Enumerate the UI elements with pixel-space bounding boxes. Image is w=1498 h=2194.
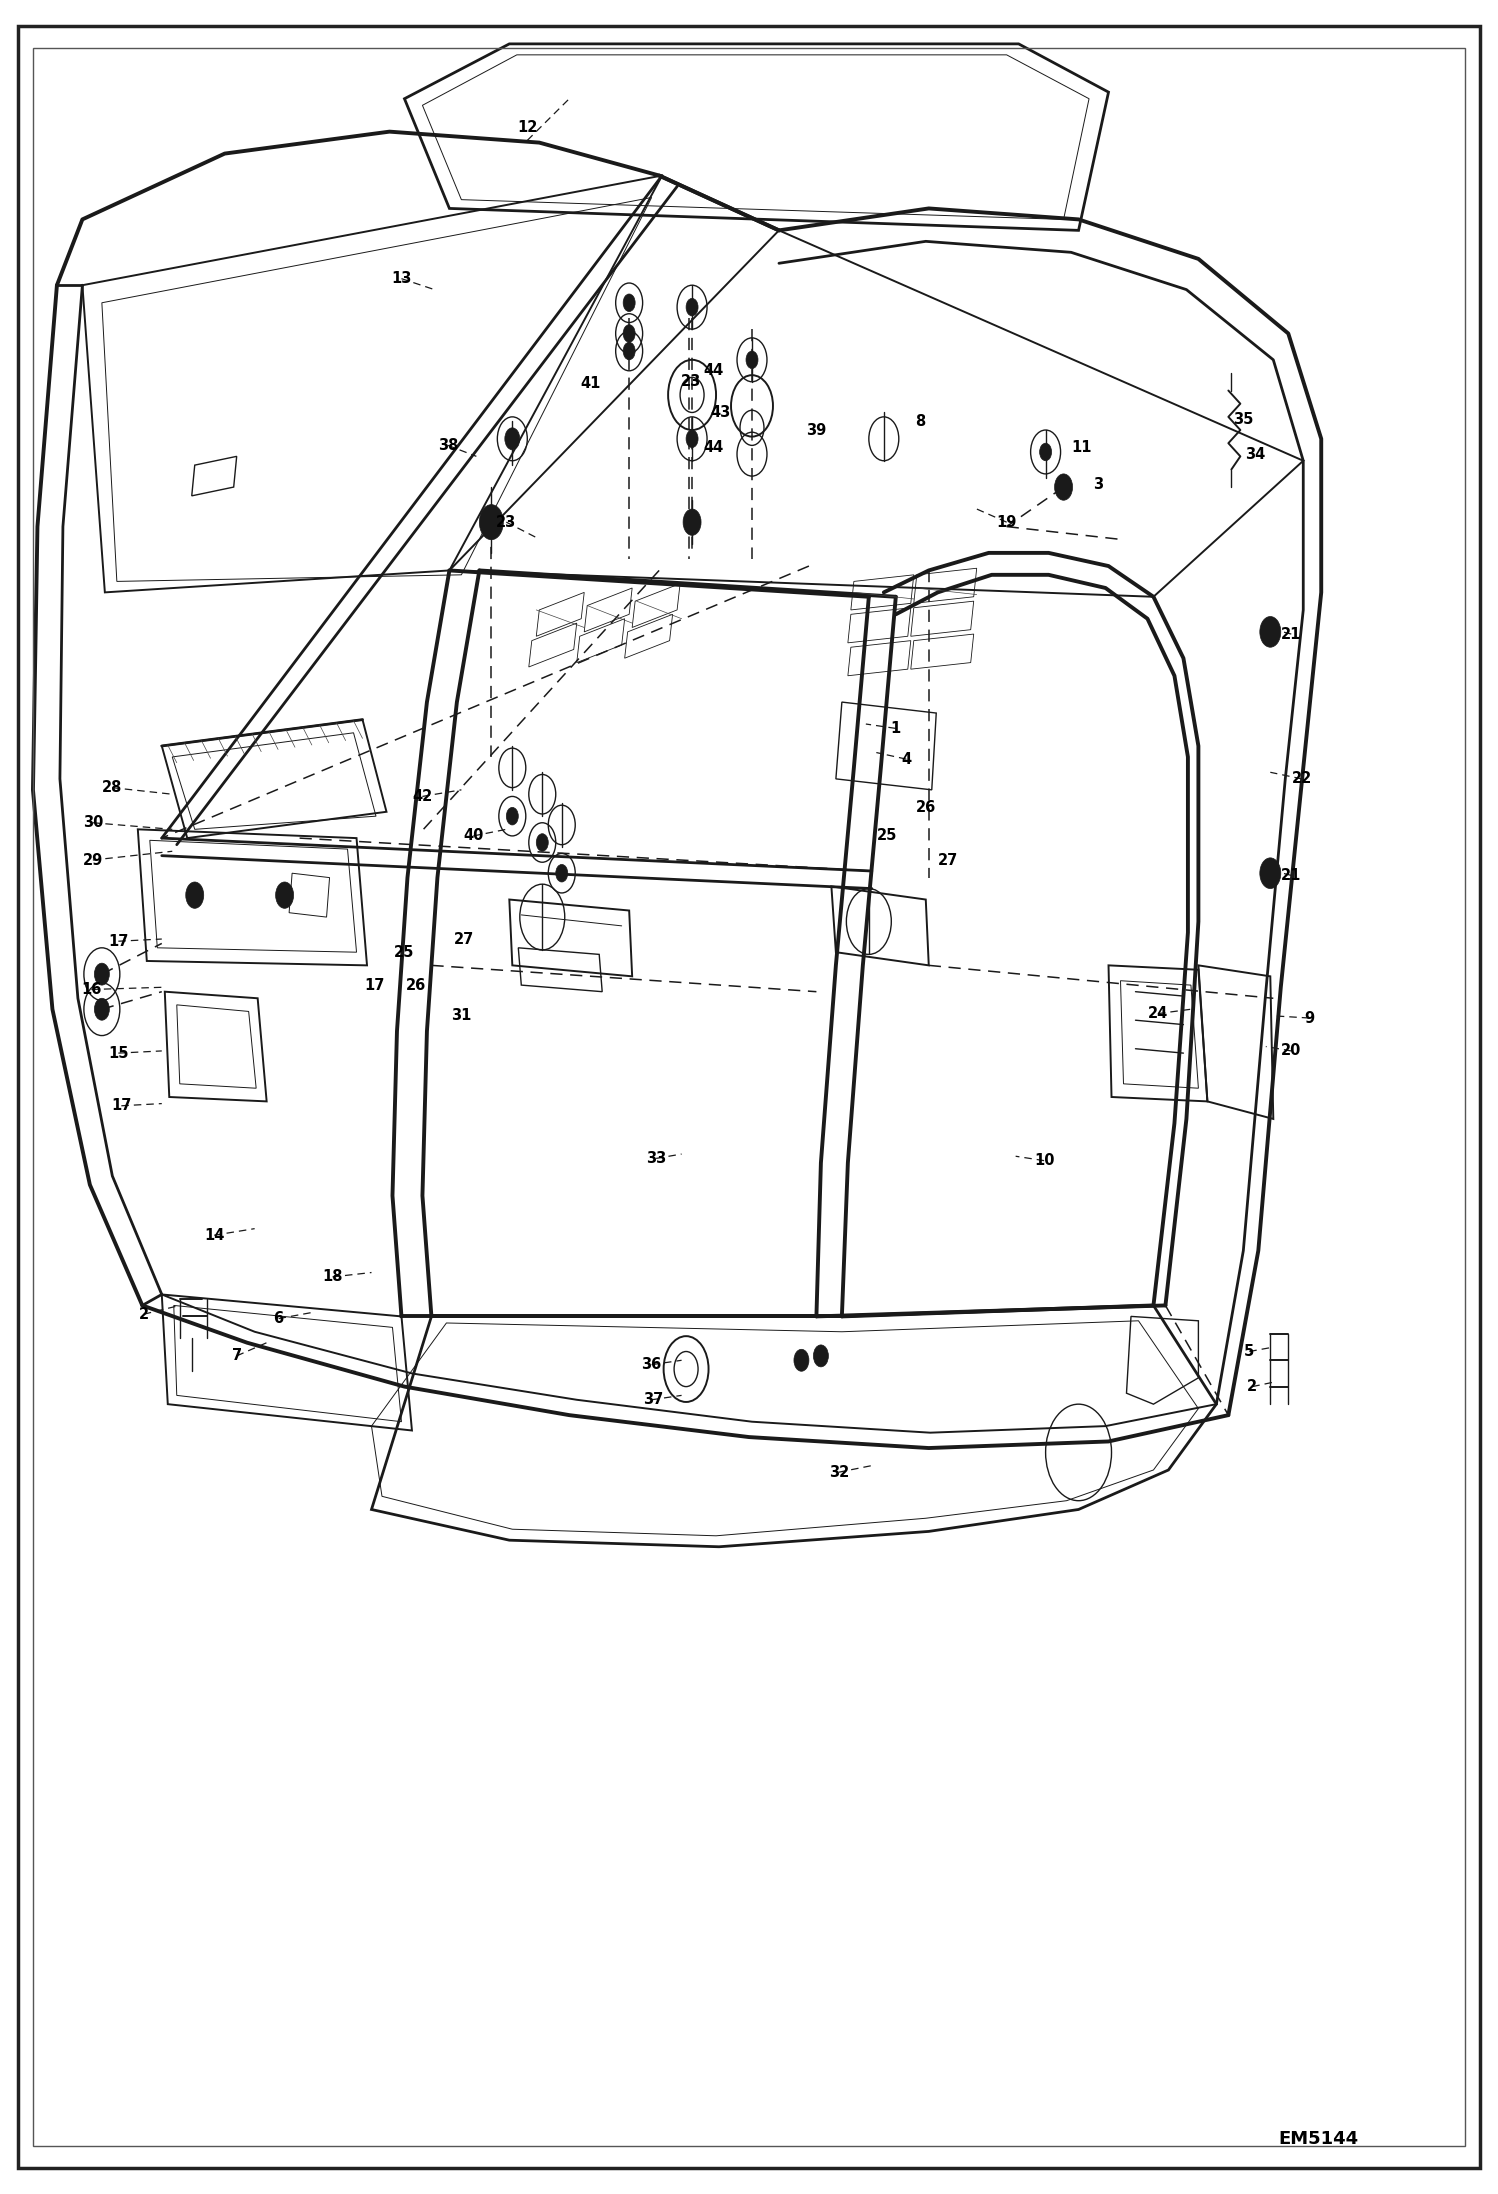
Circle shape xyxy=(536,834,548,851)
Circle shape xyxy=(813,1345,828,1367)
Circle shape xyxy=(506,807,518,825)
Text: 21: 21 xyxy=(1281,627,1302,641)
Text: 37: 37 xyxy=(643,1393,664,1406)
Text: 20: 20 xyxy=(1281,1044,1302,1058)
Text: 13: 13 xyxy=(391,272,412,285)
Text: 17: 17 xyxy=(111,1099,132,1112)
Text: 38: 38 xyxy=(437,439,458,452)
Circle shape xyxy=(505,428,520,450)
Text: 26: 26 xyxy=(915,801,936,814)
Circle shape xyxy=(276,882,294,908)
Text: 10: 10 xyxy=(1034,1154,1055,1167)
Text: 28: 28 xyxy=(102,781,123,794)
Text: 25: 25 xyxy=(876,829,897,842)
Text: 19: 19 xyxy=(996,516,1017,529)
Circle shape xyxy=(623,325,635,342)
Text: 17: 17 xyxy=(364,979,385,992)
Text: 5: 5 xyxy=(1245,1345,1254,1358)
Text: 27: 27 xyxy=(938,853,959,867)
Text: 35: 35 xyxy=(1233,412,1254,426)
Text: 18: 18 xyxy=(322,1270,343,1283)
Circle shape xyxy=(794,1349,809,1371)
Text: 36: 36 xyxy=(641,1358,662,1371)
Text: EM5144: EM5144 xyxy=(1278,2130,1359,2148)
Text: 9: 9 xyxy=(1305,1011,1314,1025)
Circle shape xyxy=(479,505,503,540)
Text: 24: 24 xyxy=(1147,1007,1168,1020)
Circle shape xyxy=(1040,443,1052,461)
Text: 3: 3 xyxy=(1094,478,1103,491)
Circle shape xyxy=(94,998,109,1020)
Circle shape xyxy=(683,509,701,535)
Text: 39: 39 xyxy=(806,423,827,437)
Text: 23: 23 xyxy=(496,516,517,529)
Circle shape xyxy=(94,963,109,985)
Circle shape xyxy=(1055,474,1073,500)
Text: 43: 43 xyxy=(710,406,731,419)
Text: 4: 4 xyxy=(902,753,911,766)
Text: 22: 22 xyxy=(1291,772,1312,785)
Text: 21: 21 xyxy=(1281,869,1302,882)
Text: 8: 8 xyxy=(915,415,924,428)
Text: 26: 26 xyxy=(406,979,427,992)
Circle shape xyxy=(686,298,698,316)
Text: 1: 1 xyxy=(891,722,900,735)
Text: 40: 40 xyxy=(463,829,484,842)
Text: 42: 42 xyxy=(412,790,433,803)
Text: 6: 6 xyxy=(274,1312,283,1325)
Text: 44: 44 xyxy=(703,364,724,377)
Text: 27: 27 xyxy=(454,932,475,946)
Text: 2: 2 xyxy=(1248,1380,1257,1393)
Text: 33: 33 xyxy=(646,1152,667,1165)
Circle shape xyxy=(746,351,758,369)
Text: 17: 17 xyxy=(108,935,129,948)
Text: 2: 2 xyxy=(139,1308,148,1321)
Text: 15: 15 xyxy=(108,1047,129,1060)
Text: 29: 29 xyxy=(82,853,103,867)
Text: 16: 16 xyxy=(81,983,102,996)
Text: 44: 44 xyxy=(703,441,724,454)
Text: 12: 12 xyxy=(517,121,538,134)
Circle shape xyxy=(556,864,568,882)
Circle shape xyxy=(186,882,204,908)
Text: 31: 31 xyxy=(451,1009,472,1022)
Text: 25: 25 xyxy=(394,946,415,959)
Text: 34: 34 xyxy=(1245,448,1266,461)
Text: 14: 14 xyxy=(204,1229,225,1242)
Circle shape xyxy=(623,342,635,360)
Text: 30: 30 xyxy=(82,816,103,829)
Circle shape xyxy=(1260,858,1281,889)
Text: 23: 23 xyxy=(680,375,701,388)
Text: 41: 41 xyxy=(580,377,601,391)
Circle shape xyxy=(686,430,698,448)
Circle shape xyxy=(623,294,635,312)
Text: 11: 11 xyxy=(1071,441,1092,454)
Text: 7: 7 xyxy=(232,1349,241,1362)
Text: 32: 32 xyxy=(828,1466,849,1479)
Circle shape xyxy=(1260,617,1281,647)
